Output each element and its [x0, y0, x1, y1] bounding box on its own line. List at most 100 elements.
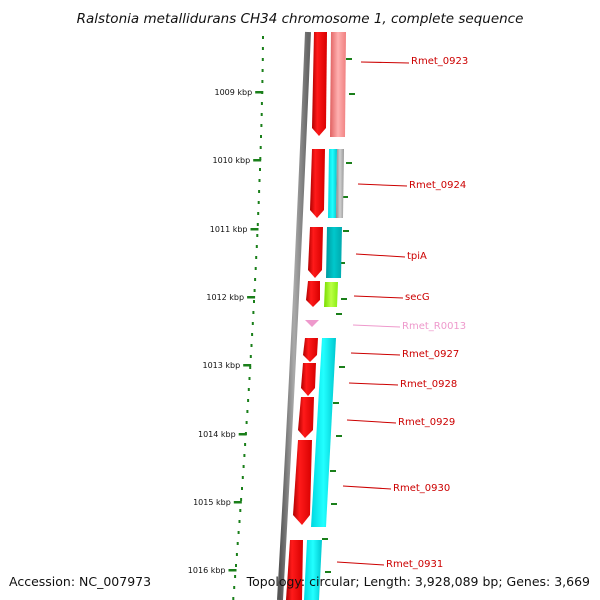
cog-band-cyan: [304, 540, 322, 600]
ring-dot: [252, 311, 255, 314]
gene-arrow[interactable]: [298, 397, 314, 438]
ring-dot: [260, 102, 263, 105]
ring-dot: [257, 212, 260, 215]
ring-dot: [247, 388, 250, 391]
feature-tick: [339, 366, 345, 368]
gene-label[interactable]: Rmet_0929: [398, 417, 455, 428]
ring-dot: [258, 179, 261, 182]
gene-arrow[interactable]: [312, 32, 327, 136]
cog-band-cyan: [328, 149, 337, 218]
gene-label[interactable]: Rmet_R0013: [402, 321, 466, 332]
gene-arrow[interactable]: [308, 227, 323, 278]
kbp-tick: [238, 433, 247, 436]
kbp-tick: [243, 364, 252, 367]
kbp-tick-label: 1016 kbp: [188, 566, 226, 575]
ring-dot: [253, 289, 256, 292]
kbp-tick: [233, 501, 242, 504]
kbp-tick-label: 1015 kbp: [193, 498, 231, 507]
ring-dot: [259, 168, 261, 171]
feature-tick: [346, 162, 352, 164]
cog-bands: [304, 32, 346, 600]
gene-arrow[interactable]: [286, 540, 303, 600]
ring-dot: [253, 300, 255, 303]
ring-dot: [237, 531, 240, 534]
ring-dot: [261, 69, 264, 72]
ring-dot: [255, 256, 258, 259]
ring-dot: [233, 586, 236, 589]
ring-dot: [258, 190, 261, 193]
ring-dot: [260, 124, 263, 127]
ring-dot: [260, 135, 262, 138]
rna-arrow[interactable]: [305, 320, 319, 327]
feature-tick: [330, 470, 336, 472]
gene-label[interactable]: Rmet_0923: [411, 56, 468, 67]
ring-dot: [255, 245, 258, 248]
ring-dot: [240, 498, 243, 501]
kbp-tick-label: 1014 kbp: [198, 430, 236, 439]
ring-dot: [241, 487, 243, 490]
feature-tick: [349, 93, 355, 95]
kbp-tick-label: 1012 kbp: [206, 293, 244, 302]
ring-dot: [254, 267, 257, 270]
ring-dot: [241, 476, 244, 479]
kbp-tick: [228, 569, 237, 572]
ring-dot: [261, 80, 264, 83]
feature-tick: [331, 503, 337, 505]
gene-arrow[interactable]: [306, 281, 320, 307]
ring-dot: [248, 377, 251, 380]
gene-label[interactable]: tpiA: [407, 251, 427, 262]
ring-dot: [234, 575, 237, 578]
ring-dot: [236, 542, 239, 545]
chromosome-backbone: [277, 31, 311, 600]
feature-tick: [339, 262, 345, 264]
gene-label[interactable]: Rmet_0927: [402, 349, 459, 360]
gene-label[interactable]: secG: [405, 292, 430, 303]
gene-label[interactable]: Rmet_0924: [409, 180, 466, 191]
ring-dot: [261, 47, 264, 50]
ring-dot: [256, 234, 259, 237]
kbp-tick-label: 1009 kbp: [214, 88, 252, 97]
accession-text: Accession: NC_007973: [9, 574, 151, 589]
gene-label[interactable]: Rmet_0931: [386, 559, 443, 570]
ring-dot: [251, 333, 254, 336]
ring-dot: [259, 157, 262, 160]
ring-dot: [249, 366, 252, 369]
ring-dot: [259, 146, 262, 149]
feature-tick: [322, 538, 328, 540]
kbp-tick-label: 1010 kbp: [212, 156, 250, 165]
feature-tick: [346, 58, 352, 60]
feature-tick: [333, 402, 339, 404]
ring-dot: [239, 509, 242, 512]
gene-arrow[interactable]: [303, 338, 318, 362]
gene-arrow[interactable]: [301, 363, 316, 396]
cog-band-cyan: [311, 338, 336, 527]
gene-label[interactable]: Rmet_0930: [393, 483, 450, 494]
gene-features: [286, 32, 327, 600]
feature-tick: [341, 298, 347, 300]
cog-band-teal: [326, 227, 342, 278]
gene-arrow[interactable]: [293, 440, 312, 525]
ring-dot: [251, 322, 254, 325]
ring-dot: [256, 223, 259, 226]
ring-dot: [235, 564, 237, 567]
ring-dot: [246, 410, 249, 413]
gc-skew-dots: [232, 36, 264, 600]
ring-dot: [245, 421, 248, 424]
kbp-tick: [247, 296, 256, 299]
cog-band-green: [324, 282, 338, 307]
topology-text: Topology: circular; Length: 3,928,089 bp…: [246, 574, 590, 589]
cog-band-gray: [336, 149, 344, 218]
kbp-tick: [255, 91, 264, 94]
feature-tick: [336, 435, 342, 437]
gene-arrow[interactable]: [310, 149, 325, 218]
feature-tick: [336, 313, 342, 315]
kbp-tick-label: 1011 kbp: [210, 225, 248, 234]
gene-labels: Rmet_0923 Rmet_0924 tpiA secG Rmet_R0013…: [336, 56, 468, 570]
ring-dot: [242, 465, 245, 468]
ring-dot: [260, 113, 263, 116]
ring-dot: [250, 344, 253, 347]
cog-band-pink: [330, 32, 346, 137]
ring-dot: [254, 278, 257, 281]
gene-label[interactable]: Rmet_0928: [400, 379, 457, 390]
